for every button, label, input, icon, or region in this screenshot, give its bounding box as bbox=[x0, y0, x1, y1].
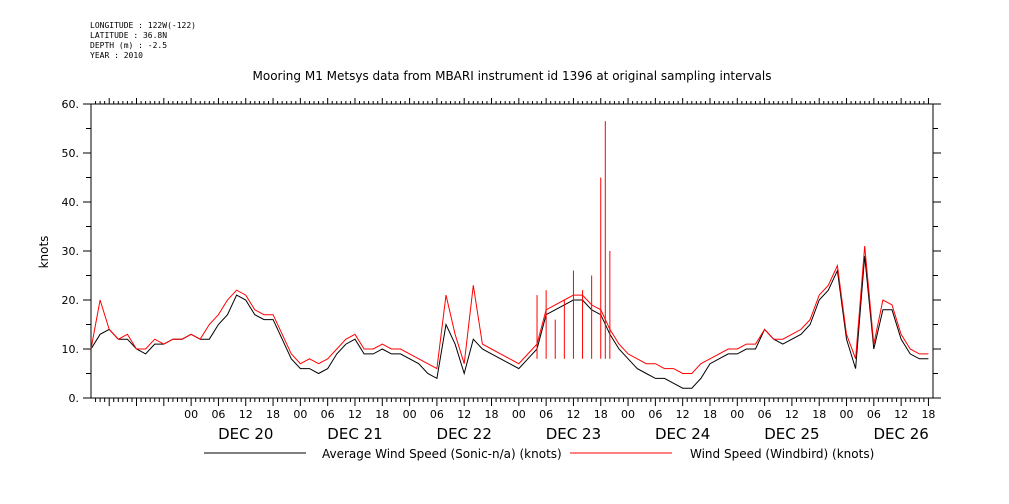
hour-tick-label: 00 bbox=[184, 408, 198, 421]
day-label: DEC 20 bbox=[218, 425, 273, 443]
legend-windbird-label: Wind Speed (Windbird) (knots) bbox=[690, 447, 874, 461]
hour-tick-label: 12 bbox=[894, 408, 908, 421]
depth-text: DEPTH (m) : -2.5 bbox=[90, 41, 168, 50]
y-tick-label: 40. bbox=[62, 196, 80, 209]
hour-tick-label: 00 bbox=[840, 408, 854, 421]
hour-tick-label: 12 bbox=[457, 408, 471, 421]
station-metadata: LONGITUDE : 122W(-122) LATITUDE : 36.8N … bbox=[90, 21, 196, 61]
hour-tick-label: 18 bbox=[485, 408, 499, 421]
series-lines bbox=[90, 121, 929, 389]
legend: Average Wind Speed (Sonic-n/a) (knots) W… bbox=[204, 447, 874, 461]
hour-tick-label: 06 bbox=[867, 408, 881, 421]
hour-tick-label: 06 bbox=[321, 408, 335, 421]
average-wind-speed-line bbox=[90, 255, 929, 389]
hour-tick-label: 06 bbox=[430, 408, 444, 421]
windbird-wind-speed-line bbox=[90, 246, 929, 374]
hour-tick-label: 12 bbox=[676, 408, 690, 421]
day-label: DEC 24 bbox=[655, 425, 710, 443]
hour-tick-label: 00 bbox=[403, 408, 417, 421]
longitude-text: LONGITUDE : 122W(-122) bbox=[90, 21, 196, 30]
y-axis-label: knots bbox=[37, 236, 51, 269]
hour-tick-label: 06 bbox=[539, 408, 553, 421]
hour-tick-label: 00 bbox=[621, 408, 635, 421]
day-label: DEC 25 bbox=[764, 425, 819, 443]
y-tick-label: 50. bbox=[62, 147, 80, 160]
day-labels: DEC 20 DEC 21 DEC 22 DEC 23 DEC 24 DEC 25 DEC … bbox=[218, 425, 929, 443]
day-label: DEC 21 bbox=[327, 425, 382, 443]
hour-tick-label: 06 bbox=[758, 408, 772, 421]
hour-tick-label: 18 bbox=[375, 408, 389, 421]
hour-tick-label: 12 bbox=[239, 408, 253, 421]
hour-tick-label: 06 bbox=[648, 408, 662, 421]
y-tick-label: 0. bbox=[69, 392, 80, 405]
y-tick-label: 10. bbox=[62, 343, 80, 356]
hour-tick-label: 06 bbox=[211, 408, 225, 421]
plot-frame bbox=[90, 103, 934, 399]
hour-tick-label: 00 bbox=[293, 408, 307, 421]
y-tick-label: 60. bbox=[62, 98, 80, 111]
y-tick-label: 30. bbox=[62, 245, 80, 258]
hour-tick-labels: 00 06 12 18 00 06 12 18 00 06 12 18 00 06 12 18 00 06 12 18… bbox=[184, 408, 935, 421]
hour-tick-label: 18 bbox=[703, 408, 717, 421]
latitude-text: LATITUDE : 36.8N bbox=[90, 31, 168, 40]
hour-tick-label: 00 bbox=[512, 408, 526, 421]
hour-tick-label: 18 bbox=[594, 408, 608, 421]
hour-tick-label: 18 bbox=[266, 408, 280, 421]
y-tick-label: 20. bbox=[62, 294, 80, 307]
day-label: DEC 22 bbox=[437, 425, 492, 443]
hour-tick-label: 12 bbox=[785, 408, 799, 421]
day-label: DEC 26 bbox=[873, 425, 928, 443]
legend-average-label: Average Wind Speed (Sonic-n/a) (knots) bbox=[322, 447, 562, 461]
y-tick-labels: 0. 10. 20. 30. 40. 50. 60. bbox=[62, 98, 80, 405]
hour-tick-label: 00 bbox=[730, 408, 744, 421]
hour-tick-label: 12 bbox=[348, 408, 362, 421]
day-label: DEC 23 bbox=[546, 425, 601, 443]
chart-title: Mooring M1 Metsys data from MBARI instru… bbox=[253, 69, 772, 83]
hour-tick-label: 18 bbox=[812, 408, 826, 421]
year-text: YEAR : 2010 bbox=[90, 51, 143, 60]
axis-ticks bbox=[83, 98, 941, 406]
hour-tick-label: 12 bbox=[566, 408, 580, 421]
hour-tick-label: 18 bbox=[921, 408, 935, 421]
